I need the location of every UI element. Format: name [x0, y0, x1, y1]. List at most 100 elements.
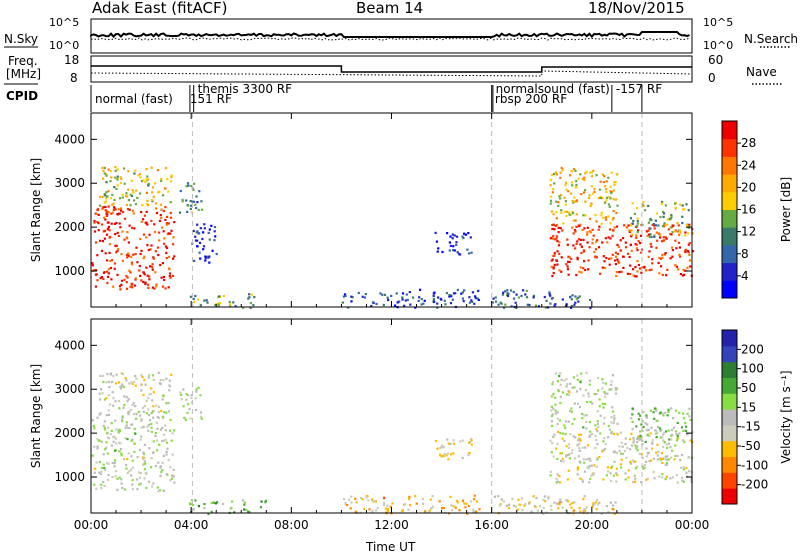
data-cell — [140, 180, 144, 183]
data-cell — [616, 243, 619, 246]
data-cell — [589, 477, 592, 480]
nsky-tick-top: 10^5 — [49, 16, 79, 29]
data-cell — [514, 505, 517, 508]
data-cell — [615, 225, 619, 228]
data-cell — [620, 452, 623, 455]
data-cell — [499, 503, 502, 506]
data-cell — [213, 230, 216, 233]
data-cell — [157, 461, 160, 464]
data-cell — [553, 252, 556, 255]
data-cell — [547, 497, 550, 500]
data-cell — [624, 246, 628, 249]
data-cell — [408, 495, 411, 498]
data-cell — [556, 250, 559, 253]
data-cell — [583, 470, 587, 473]
data-cell — [97, 439, 100, 442]
data-cell — [641, 203, 644, 206]
colorbar-swatch — [722, 330, 737, 347]
data-cell — [370, 304, 373, 308]
data-cell — [172, 236, 175, 239]
data-cell — [596, 420, 599, 423]
data-cell — [684, 250, 687, 254]
data-cell — [151, 191, 154, 194]
data-cell — [147, 184, 150, 187]
data-cell — [570, 306, 573, 309]
data-cell — [127, 452, 130, 455]
data-cell — [550, 508, 553, 511]
data-cell — [582, 458, 585, 461]
data-cell — [595, 240, 598, 243]
data-cell — [635, 465, 639, 468]
data-cell — [401, 298, 404, 301]
data-cell — [140, 211, 143, 214]
data-cell — [165, 251, 168, 255]
data-cell — [661, 472, 664, 476]
data-cell — [604, 402, 607, 405]
data-cell — [161, 398, 164, 401]
data-cell — [570, 181, 573, 184]
data-cell — [156, 416, 159, 419]
data-cell — [354, 510, 357, 513]
data-cell — [636, 445, 639, 448]
data-cell — [614, 255, 617, 258]
data-cell — [603, 437, 606, 440]
data-cell — [158, 443, 161, 446]
data-cell — [630, 233, 633, 236]
cpid-label: CPID — [6, 89, 38, 103]
data-cell — [665, 458, 668, 461]
data-cell — [569, 174, 572, 177]
data-cell — [564, 200, 567, 203]
data-cell — [205, 299, 208, 302]
data-cell — [607, 203, 610, 206]
colorbar-tick-label: -50 — [741, 439, 761, 453]
data-cell — [165, 246, 169, 250]
colorbar-swatch — [722, 361, 737, 378]
data-cell — [666, 223, 669, 226]
data-cell — [118, 428, 121, 431]
data-cell — [672, 224, 675, 227]
data-cell — [636, 440, 639, 444]
data-cell — [133, 450, 136, 453]
data-cell — [152, 405, 155, 408]
data-cell — [613, 414, 616, 417]
data-cell — [169, 429, 172, 432]
data-cell — [185, 199, 188, 202]
data-cell — [642, 201, 645, 204]
data-cell — [444, 303, 447, 306]
data-cell — [640, 251, 643, 254]
data-cell — [185, 185, 188, 188]
data-cell — [686, 432, 689, 436]
data-cell — [566, 243, 569, 246]
data-cell — [661, 433, 664, 436]
data-cell — [100, 223, 103, 226]
data-cell — [152, 391, 155, 394]
data-cell — [121, 383, 124, 386]
data-cell — [624, 443, 627, 446]
data-cell — [99, 195, 102, 198]
data-cell — [147, 424, 150, 427]
data-cell — [572, 232, 575, 235]
data-cell — [648, 219, 652, 222]
data-cell — [108, 385, 111, 388]
colorbar-swatch — [722, 409, 737, 426]
data-cell — [530, 510, 533, 513]
data-cell — [605, 188, 608, 191]
data-cell — [110, 422, 113, 425]
data-cell — [616, 258, 619, 261]
data-cell — [130, 282, 133, 285]
data-cell — [148, 233, 151, 236]
data-cell — [194, 203, 197, 206]
data-cell — [684, 231, 687, 234]
data-cell — [245, 508, 248, 511]
data-cell — [148, 393, 151, 396]
data-cell — [610, 416, 613, 419]
data-cell — [197, 208, 200, 211]
data-cell — [121, 373, 124, 376]
data-cell — [97, 229, 100, 232]
data-cell — [682, 466, 685, 469]
data-cell — [544, 500, 547, 503]
data-cell — [167, 410, 170, 413]
data-cell — [497, 303, 500, 306]
data-cell — [590, 175, 594, 178]
nsearch-label: N.Search — [744, 32, 798, 46]
